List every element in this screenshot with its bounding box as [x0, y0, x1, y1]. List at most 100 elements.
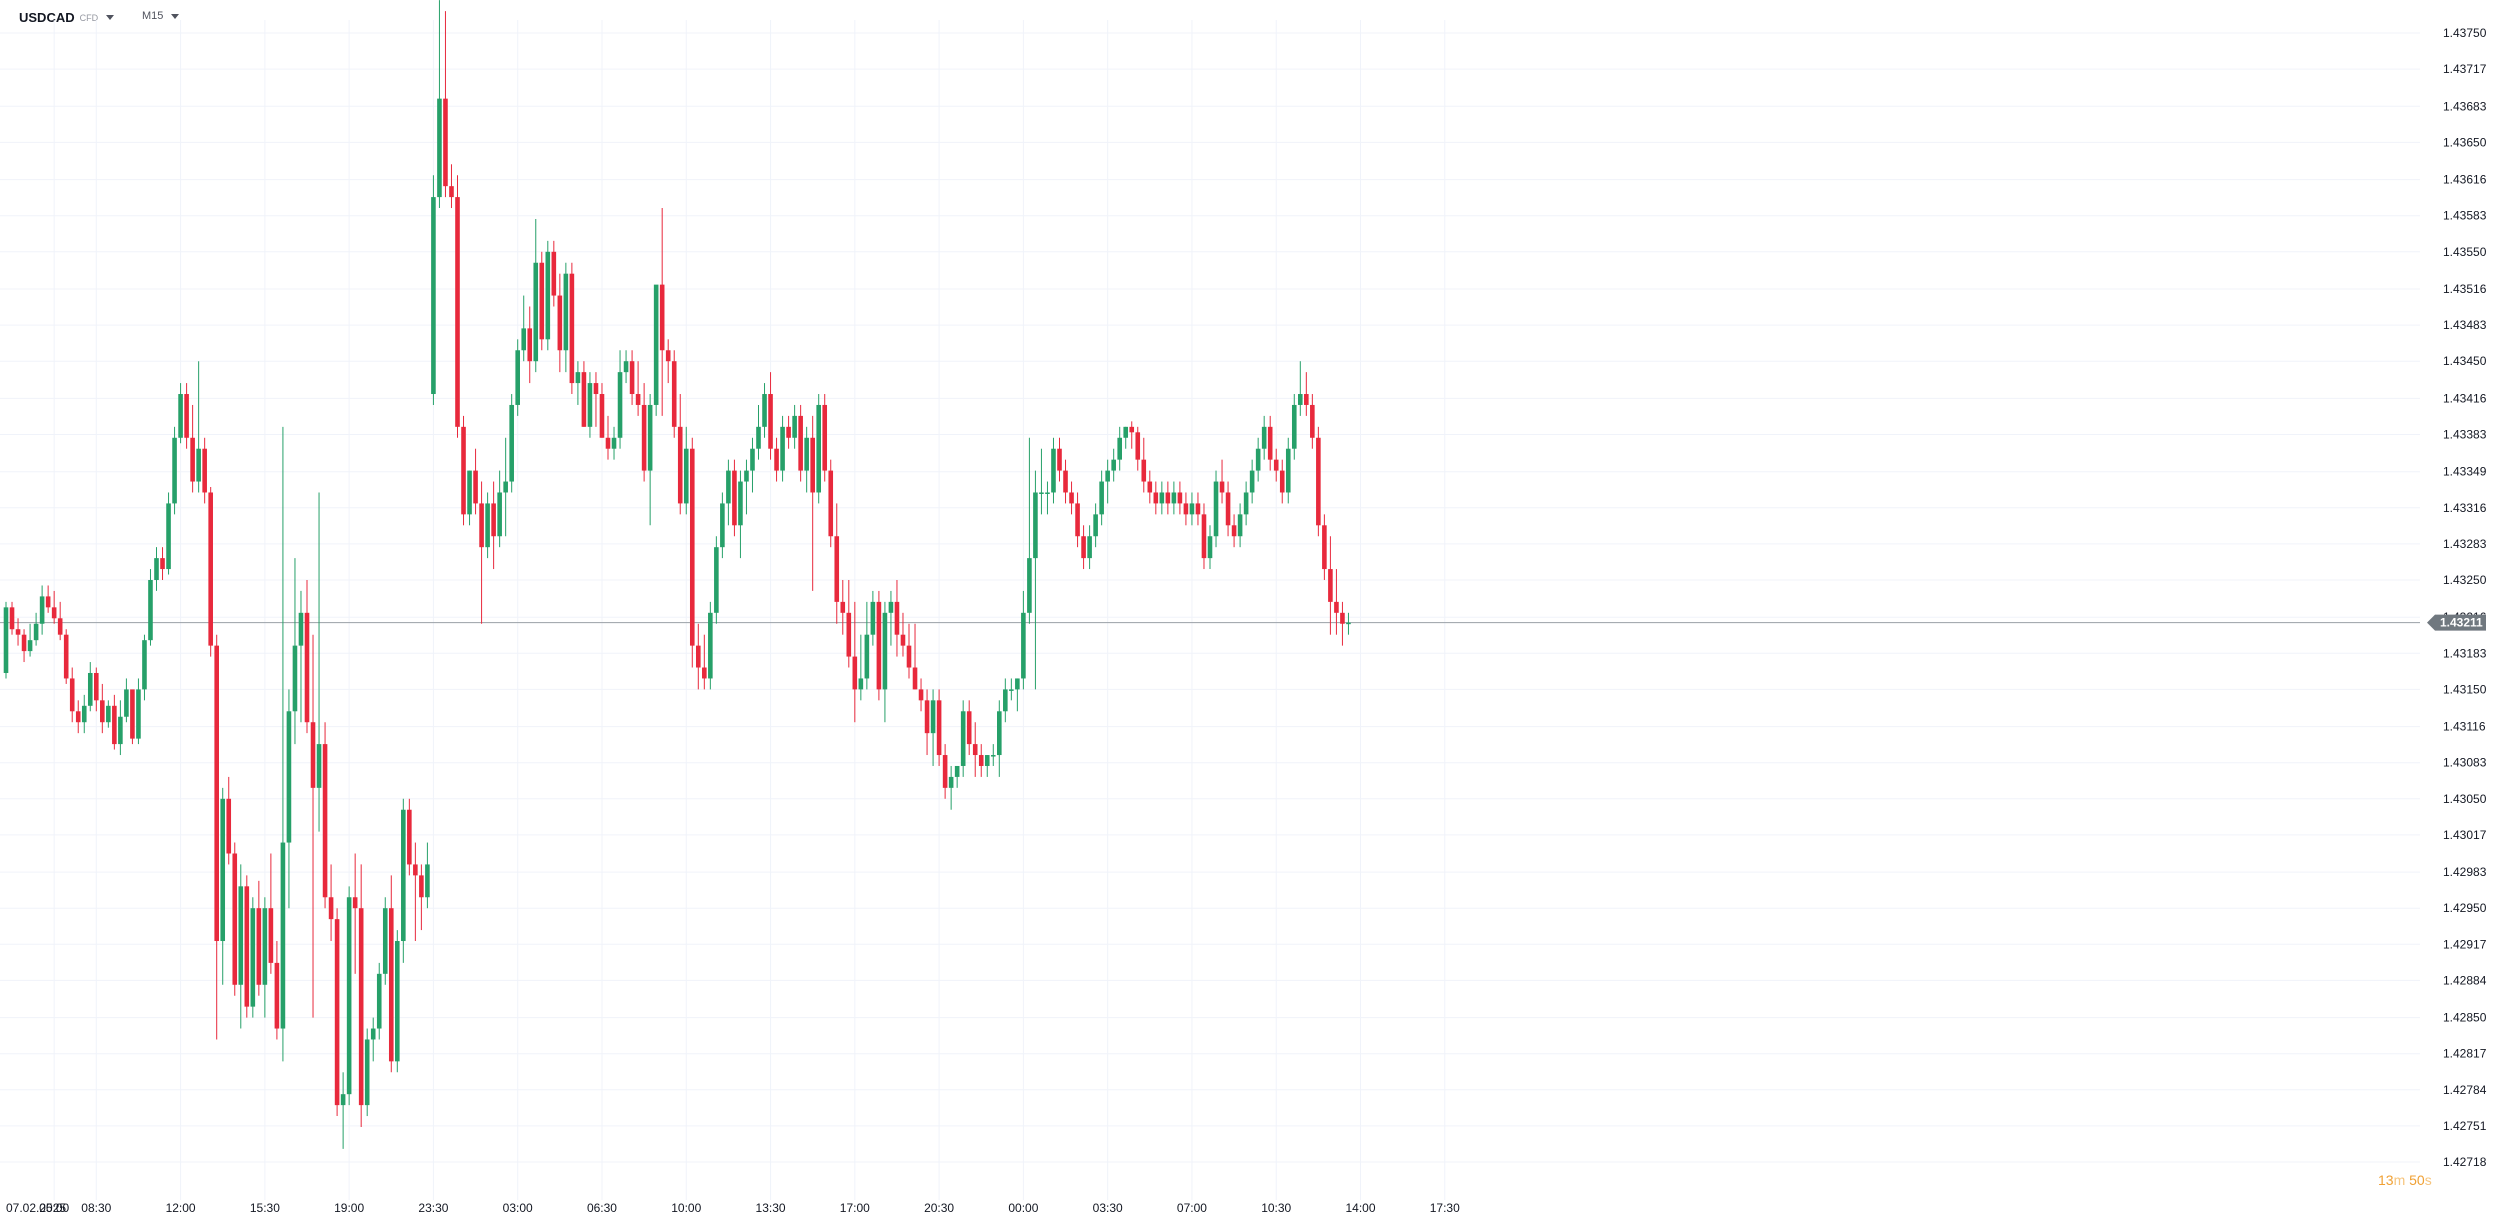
- candle-body: [575, 372, 581, 384]
- candle: [322, 722, 328, 909]
- candle-body: [370, 1028, 376, 1040]
- candle: [744, 459, 749, 515]
- candle-body: [533, 262, 539, 362]
- candle: [1135, 426, 1141, 471]
- countdown-minutes-unit: m: [2393, 1172, 2406, 1188]
- candle-body: [900, 634, 906, 646]
- candle: [972, 722, 978, 777]
- candle-body: [1045, 492, 1050, 494]
- candle-body: [1249, 470, 1255, 493]
- candle-body: [1304, 394, 1309, 405]
- candle-body: [1009, 689, 1014, 691]
- candle: [696, 623, 701, 690]
- candle: [876, 590, 882, 701]
- candles: [3, 0, 1351, 1149]
- candle: [816, 394, 821, 504]
- candle: [1255, 437, 1261, 482]
- candle-body: [918, 689, 924, 701]
- timeframe-selector[interactable]: M15: [142, 10, 180, 22]
- candle: [563, 262, 569, 373]
- candle-body: [1195, 503, 1201, 515]
- candle: [720, 492, 725, 559]
- candle-body: [629, 361, 635, 395]
- candle-body: [21, 634, 27, 652]
- candle: [1099, 470, 1104, 526]
- candle-body: [990, 755, 996, 757]
- candle: [256, 880, 262, 996]
- candle: [894, 579, 900, 657]
- candle-body: [1015, 678, 1020, 690]
- candle: [1334, 569, 1339, 635]
- candle-body: [816, 404, 821, 493]
- candle: [1033, 470, 1038, 690]
- candle: [160, 547, 165, 580]
- candle: [1298, 361, 1303, 416]
- candle: [798, 404, 803, 482]
- candle: [1159, 481, 1165, 515]
- candle: [1117, 426, 1122, 471]
- candle-body: [846, 612, 852, 657]
- candle: [106, 700, 111, 728]
- candle: [455, 175, 460, 438]
- candle-body: [822, 404, 828, 471]
- candle-body: [1219, 481, 1225, 493]
- candle-body: [87, 672, 93, 706]
- candle: [587, 372, 593, 438]
- candle: [304, 579, 310, 734]
- candle: [376, 962, 382, 1040]
- candle: [419, 864, 424, 931]
- x-tick-label: 10:30: [1261, 1201, 1291, 1215]
- countdown-minutes: 13: [2378, 1172, 2394, 1188]
- candle: [220, 787, 226, 985]
- candle: [328, 864, 334, 942]
- price-axis[interactable]: 1.43750 1.43717 1.43683 1.43650 1.43616 1.435…: [2443, 26, 2487, 1169]
- candle: [407, 798, 412, 876]
- candle: [340, 1072, 346, 1149]
- candle: [250, 897, 256, 1018]
- candle: [100, 683, 105, 734]
- candle: [882, 601, 888, 723]
- symbol-selector[interactable]: USDCAD CFD: [19, 10, 115, 25]
- candle: [226, 776, 232, 865]
- candle: [190, 404, 195, 493]
- candle-body: [653, 284, 659, 405]
- candle-body: [376, 973, 382, 1029]
- candle-body: [1291, 404, 1297, 449]
- candle: [846, 579, 852, 668]
- candle: [677, 394, 683, 515]
- candle: [997, 700, 1002, 777]
- candle: [617, 350, 623, 449]
- candle-body: [437, 98, 442, 198]
- candle: [238, 864, 244, 1029]
- candle-body: [196, 448, 201, 482]
- last-price-badge: [2427, 614, 2486, 631]
- x-tick-label: 20:30: [924, 1201, 954, 1215]
- candle: [653, 284, 659, 416]
- candle-body: [238, 886, 244, 985]
- candle-body: [515, 350, 520, 405]
- candle-body: [419, 875, 424, 898]
- candle-body: [1237, 514, 1243, 537]
- candle: [930, 689, 936, 766]
- candle: [635, 361, 641, 416]
- candle: [810, 415, 815, 591]
- candle-body: [334, 919, 340, 1106]
- candle: [274, 941, 280, 1040]
- candle: [39, 585, 45, 635]
- candle: [1183, 492, 1189, 526]
- candle: [388, 875, 394, 1073]
- candle: [521, 295, 527, 362]
- candle-body: [148, 579, 153, 641]
- candle-body: [978, 755, 984, 766]
- candle-body: [208, 492, 213, 646]
- candle-body: [1075, 503, 1080, 537]
- candle-body: [569, 273, 575, 384]
- y-tick-label: 1.42884: [2443, 973, 2487, 987]
- candle-body: [972, 744, 978, 756]
- symbol-dropdown-icon: [106, 15, 115, 20]
- candle-body: [100, 700, 105, 723]
- candle-body: [274, 962, 280, 1029]
- candle-body: [1231, 525, 1237, 537]
